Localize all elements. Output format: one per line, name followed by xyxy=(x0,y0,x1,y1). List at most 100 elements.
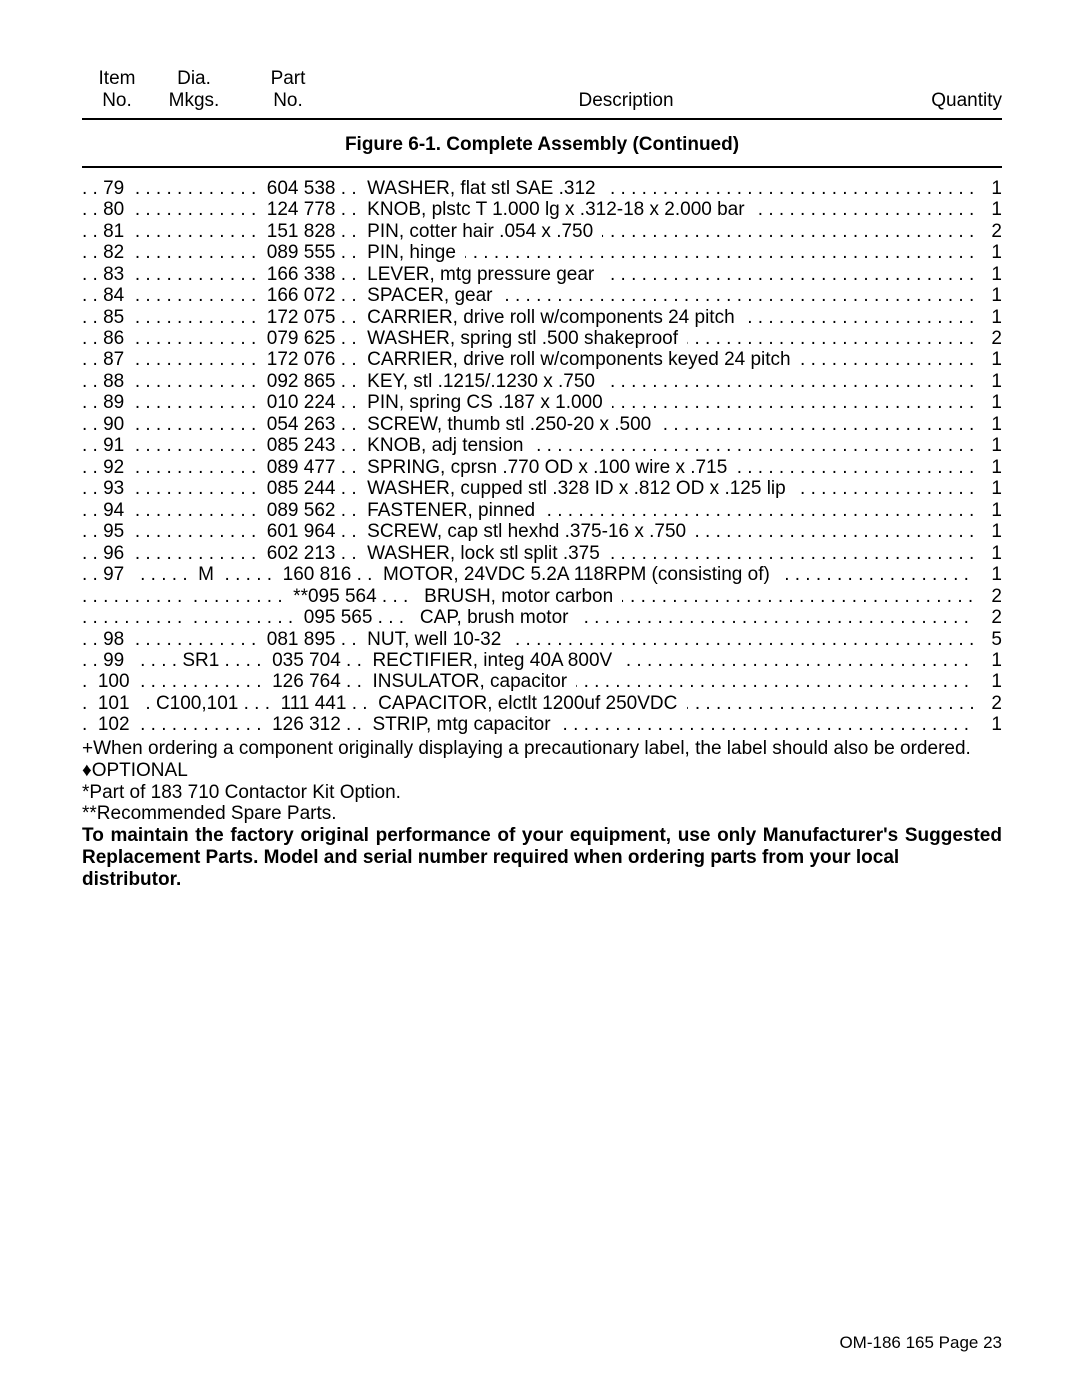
cell-item-no: . . 93 xyxy=(82,478,135,499)
cell-dia-mkgs: . . . . . . . . . . . . xyxy=(135,178,267,199)
note-star2: **Recommended Spare Parts. xyxy=(82,803,1002,825)
cell-separator: . . . xyxy=(372,607,414,628)
notes: +When ordering a component originally di… xyxy=(82,738,1002,891)
cell-separator: . . xyxy=(335,414,367,435)
cell-description: SPRING, cprsn .770 OD x .100 wire x .715 xyxy=(367,457,974,478)
header-dia-mkgs: Dia. Mkgs. xyxy=(152,68,236,112)
cell-quantity: 1 xyxy=(974,242,1002,263)
cell-separator: . . . xyxy=(377,586,419,607)
cell-description: LEVER, mtg pressure gear xyxy=(367,264,974,285)
cell-dia-mkgs: . . . . . . . . . . . . xyxy=(135,392,267,413)
cell-item-no: . . 97 xyxy=(82,564,135,585)
cell-description: WASHER, flat stl SAE .312 xyxy=(367,178,974,199)
table-row: . . 80 . . . . . . . . . . . . 124 778 .… xyxy=(82,199,1002,220)
cell-part-no: 126 312 xyxy=(272,714,341,735)
table-row: . . 98 . . . . . . . . . . . . 081 895 .… xyxy=(82,629,1002,650)
cell-item-no: . . 91 xyxy=(82,435,135,456)
cell-description: PIN, hinge xyxy=(367,242,974,263)
cell-item-no: . . 92 xyxy=(82,457,135,478)
cell-dia-mkgs: . . . . . . . . . . . . xyxy=(140,714,272,735)
cell-quantity: 1 xyxy=(974,457,1002,478)
cell-dia-mkgs: . . . . . M . . . . . xyxy=(135,564,283,585)
cell-quantity: 1 xyxy=(974,178,1002,199)
cell-part-no: 172 076 xyxy=(267,349,336,370)
cell-part-no: 095 565 xyxy=(304,607,373,628)
header-dia-line1: Dia. xyxy=(152,68,236,90)
cell-separator: . . xyxy=(335,543,367,564)
cell-part-no: 124 778 xyxy=(267,199,336,220)
cell-separator: . . xyxy=(341,650,373,671)
cell-dia-mkgs: . . . . . . . . . . . . xyxy=(135,264,267,285)
cell-part-no: 089 477 xyxy=(267,457,336,478)
cell-description: CARRIER, drive roll w/components 24 pitc… xyxy=(367,307,974,328)
table-row: . . 89 . . . . . . . . . . . . 010 224 .… xyxy=(82,392,1002,413)
cell-quantity: 2 xyxy=(974,586,1002,607)
cell-separator: . . xyxy=(335,178,367,199)
table-header: Item No. Dia. Mkgs. Part No. Description… xyxy=(82,68,1002,120)
table-row: . . 93 . . . . . . . . . . . . 085 244 .… xyxy=(82,478,1002,499)
cell-separator: . . xyxy=(335,392,367,413)
cell-description: RECTIFIER, integ 40A 800V xyxy=(372,650,974,671)
header-dia-line2: Mkgs. xyxy=(152,90,236,112)
table-row: . . 85 . . . . . . . . . . . . 172 075 .… xyxy=(82,307,1002,328)
cell-dia-mkgs: . . . . . . . . . . . . xyxy=(135,500,267,521)
table-row: . . 88 . . . . . . . . . . . . 092 865 .… xyxy=(82,371,1002,392)
cell-item-no: . . 79 xyxy=(82,178,135,199)
cell-quantity: 2 xyxy=(974,607,1002,628)
cell-item-no: . . 80 xyxy=(82,199,135,220)
cell-item-no: . . 85 xyxy=(82,307,135,328)
cell-item-no: . . 86 xyxy=(82,328,135,349)
cell-part-no: 126 764 xyxy=(272,671,341,692)
cell-part-no: 151 828 xyxy=(267,221,336,242)
cell-dia-mkgs: . . . . . . . . . . . . xyxy=(135,478,267,499)
cell-part-no: 085 244 xyxy=(267,478,336,499)
cell-separator: . . xyxy=(335,457,367,478)
cell-dia-mkgs: . . . . . . . . . . . . xyxy=(135,543,267,564)
cell-dia-mkgs: . . . . . . . . . . xyxy=(193,607,304,628)
figure-title: Figure 6-1. Complete Assembly (Continued… xyxy=(82,120,1002,168)
table-row: . . 94 . . . . . . . . . . . . 089 562 .… xyxy=(82,500,1002,521)
cell-quantity: 1 xyxy=(974,714,1002,735)
cell-separator: . . xyxy=(341,671,373,692)
cell-description: STRIP, mtg capacitor xyxy=(372,714,974,735)
cell-separator: . . xyxy=(341,714,373,735)
cell-description: KEY, stl .1215/.1230 x .750 xyxy=(367,371,974,392)
cell-description: INSULATOR, capacitor xyxy=(372,671,974,692)
cell-quantity: 1 xyxy=(974,371,1002,392)
cell-quantity: 1 xyxy=(974,199,1002,220)
table-row: . . 90 . . . . . . . . . . . . 054 263 .… xyxy=(82,414,1002,435)
cell-quantity: 1 xyxy=(974,392,1002,413)
cell-part-no: **095 564 xyxy=(293,586,376,607)
cell-description: CAP, brush motor xyxy=(415,607,974,628)
cell-description: WASHER, cupped stl .328 ID x .812 OD x .… xyxy=(367,478,974,499)
note-bold-line1: To maintain the factory original perform… xyxy=(82,825,1002,847)
cell-quantity: 1 xyxy=(974,349,1002,370)
table-row: . . 99 . . . . SR1 . . . . 035 704 . . R… xyxy=(82,650,1002,671)
cell-separator: . . xyxy=(335,500,367,521)
cell-quantity: 2 xyxy=(974,221,1002,242)
cell-part-no: 166 072 xyxy=(267,285,336,306)
cell-separator: . . xyxy=(335,629,367,650)
table-row: . . 79 . . . . . . . . . . . . 604 538 .… xyxy=(82,178,1002,199)
page: Item No. Dia. Mkgs. Part No. Description… xyxy=(0,0,1080,1397)
cell-item-no: . . . . . . . . . . xyxy=(82,586,193,607)
cell-description: MOTOR, 24VDC 5.2A 118RPM (consisting of) xyxy=(383,564,974,585)
table-row: . . 95 . . . . . . . . . . . . 601 964 .… xyxy=(82,521,1002,542)
cell-separator: . . xyxy=(335,328,367,349)
cell-dia-mkgs: . . . . . . . . . . . . xyxy=(135,242,267,263)
cell-dia-mkgs: . . . . . . . . . xyxy=(193,586,293,607)
cell-item-no: . . 88 xyxy=(82,371,135,392)
cell-part-no: 089 555 xyxy=(267,242,336,263)
cell-part-no: 092 865 xyxy=(267,371,336,392)
cell-quantity: 1 xyxy=(974,307,1002,328)
cell-dia-mkgs: . . . . . . . . . . . . xyxy=(135,199,267,220)
note-star1: *Part of 183 710 Contactor Kit Option. xyxy=(82,782,1002,804)
cell-quantity: 2 xyxy=(974,693,1002,714)
cell-separator: . . xyxy=(335,307,367,328)
cell-quantity: 1 xyxy=(974,650,1002,671)
cell-separator: . . xyxy=(335,371,367,392)
header-part-no: Part No. xyxy=(236,68,340,112)
table-row: . . 96 . . . . . . . . . . . . 602 213 .… xyxy=(82,543,1002,564)
cell-item-no: . . 94 xyxy=(82,500,135,521)
note-plus: +When ordering a component originally di… xyxy=(82,738,1002,760)
